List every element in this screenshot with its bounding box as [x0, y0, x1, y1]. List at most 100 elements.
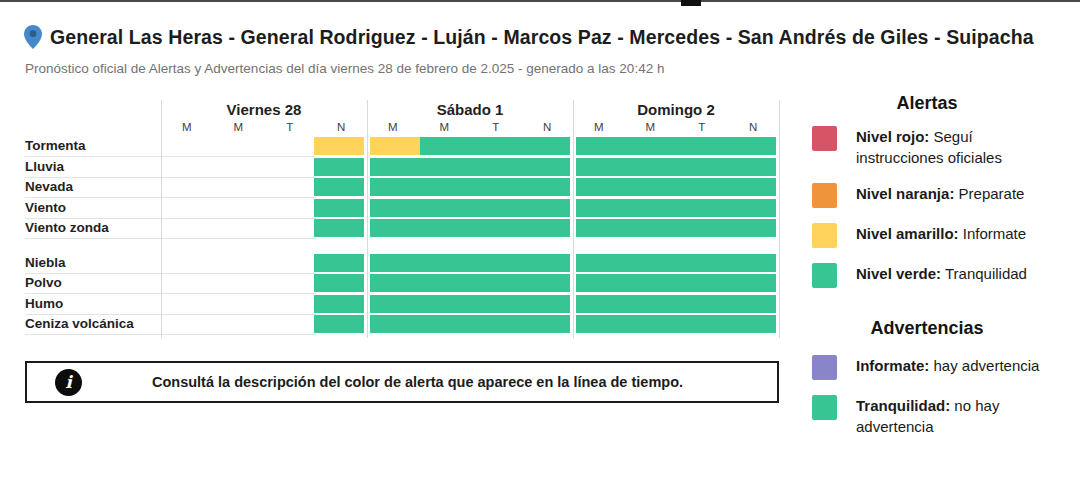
- timeline-cell-empty: [264, 315, 314, 333]
- timeline-cell-verde[interactable]: [314, 295, 364, 313]
- day-cell-block: [370, 219, 570, 237]
- timeline-cell-verde[interactable]: [576, 254, 626, 272]
- timeline-cell-verde[interactable]: [626, 295, 676, 313]
- timeline-cell-verde[interactable]: [370, 315, 420, 333]
- timeline-cell-empty: [214, 178, 264, 196]
- timeline-cell-empty: [214, 315, 264, 333]
- timeline-cell-verde[interactable]: [576, 158, 626, 176]
- timeline-cell-verde[interactable]: [470, 199, 520, 217]
- timeline-cell-verde[interactable]: [726, 199, 776, 217]
- timeline-cell-empty: [164, 158, 214, 176]
- timeline-cell-verde[interactable]: [576, 274, 626, 292]
- timeline-cell-verde[interactable]: [370, 219, 420, 237]
- timeline-cell-verde[interactable]: [520, 178, 570, 196]
- timeline-cell-verde[interactable]: [626, 274, 676, 292]
- timeline-cell-verde[interactable]: [470, 274, 520, 292]
- timeline-cell-verde[interactable]: [420, 274, 470, 292]
- day-cell-block: [576, 254, 776, 272]
- info-icon: i: [55, 369, 82, 396]
- timeline-cell-verde[interactable]: [520, 315, 570, 333]
- timeline-cell-verde[interactable]: [576, 315, 626, 333]
- timeline-cell-verde[interactable]: [626, 315, 676, 333]
- timeline-cell-verde[interactable]: [726, 137, 776, 155]
- timeline-cell-verde[interactable]: [470, 137, 520, 155]
- timeline-cell-verde[interactable]: [626, 158, 676, 176]
- timeline-cell-verde[interactable]: [576, 295, 626, 313]
- timeline-cell-verde[interactable]: [314, 274, 364, 292]
- timeline-cell-verde[interactable]: [576, 137, 626, 155]
- timeline-cell-verde[interactable]: [470, 219, 520, 237]
- timeline-cell-verde[interactable]: [314, 199, 364, 217]
- timeline-cell-verde[interactable]: [370, 158, 420, 176]
- timeline-cell-verde[interactable]: [676, 158, 726, 176]
- timeline-cell-verde[interactable]: [576, 178, 626, 196]
- timeline-cell-empty: [264, 254, 314, 272]
- timeline-cell-verde[interactable]: [470, 178, 520, 196]
- timeline-cell-verde[interactable]: [726, 254, 776, 272]
- timeline-cell-verde[interactable]: [626, 199, 676, 217]
- timeline-cell-verde[interactable]: [626, 178, 676, 196]
- timeline-cell-verde[interactable]: [676, 274, 726, 292]
- timeline-cell-verde[interactable]: [420, 158, 470, 176]
- timeline-cell-verde[interactable]: [676, 254, 726, 272]
- timeline-cell-verde[interactable]: [676, 315, 726, 333]
- timeline-cell-verde[interactable]: [314, 158, 364, 176]
- timeline-cell-verde[interactable]: [420, 219, 470, 237]
- timeline-cell-amarillo[interactable]: [314, 137, 364, 155]
- timeline-cell-verde[interactable]: [676, 137, 726, 155]
- timeline-cell-verde[interactable]: [370, 274, 420, 292]
- timeline-cell-verde[interactable]: [470, 158, 520, 176]
- timeline-cell-verde[interactable]: [470, 254, 520, 272]
- timeline-cell-verde[interactable]: [676, 178, 726, 196]
- timeline-cell-verde[interactable]: [726, 219, 776, 237]
- timeline-cell-verde[interactable]: [420, 254, 470, 272]
- timeline-cell-verde[interactable]: [520, 219, 570, 237]
- timeline-cell-verde[interactable]: [470, 295, 520, 313]
- timeline-cell-verde[interactable]: [676, 219, 726, 237]
- grid-vertical-line: [779, 100, 780, 338]
- timeline-cell-verde[interactable]: [314, 219, 364, 237]
- timeline-cell-verde[interactable]: [420, 295, 470, 313]
- subcolumn-label: T: [264, 121, 316, 133]
- timeline-cell-verde[interactable]: [726, 274, 776, 292]
- timeline-cell-empty: [164, 315, 214, 333]
- subcolumn-label: N: [522, 121, 574, 133]
- timeline-cell-verde[interactable]: [314, 315, 364, 333]
- timeline-cell-empty: [214, 199, 264, 217]
- timeline-cell-verde[interactable]: [314, 178, 364, 196]
- timeline-cell-verde[interactable]: [576, 219, 626, 237]
- timeline-cell-verde[interactable]: [726, 158, 776, 176]
- timeline-cell-verde[interactable]: [314, 254, 364, 272]
- timeline-row: Tormenta: [25, 137, 779, 155]
- timeline-cell-verde[interactable]: [520, 158, 570, 176]
- timeline-cell-verde[interactable]: [676, 295, 726, 313]
- timeline-cell-verde[interactable]: [626, 219, 676, 237]
- timeline-cell-amarillo[interactable]: [370, 137, 420, 155]
- timeline-cell-verde[interactable]: [726, 295, 776, 313]
- timeline-cell-verde[interactable]: [520, 295, 570, 313]
- timeline-cell-verde[interactable]: [370, 254, 420, 272]
- timeline-cell-verde[interactable]: [520, 199, 570, 217]
- timeline-cell-verde[interactable]: [520, 274, 570, 292]
- timeline-cell-verde[interactable]: [420, 137, 470, 155]
- grid-vertical-line: [161, 100, 162, 338]
- timeline-cell-verde[interactable]: [726, 178, 776, 196]
- timeline-cell-verde[interactable]: [520, 254, 570, 272]
- timeline-cell-verde[interactable]: [520, 137, 570, 155]
- timeline-cell-verde[interactable]: [370, 178, 420, 196]
- day-header: Domingo 2: [573, 101, 779, 118]
- timeline-row: Humo: [25, 295, 779, 313]
- timeline-cell-verde[interactable]: [420, 315, 470, 333]
- row-label: Viento: [25, 199, 159, 217]
- timeline-cell-verde[interactable]: [420, 199, 470, 217]
- timeline-cell-verde[interactable]: [470, 315, 520, 333]
- timeline-cell-verde[interactable]: [676, 199, 726, 217]
- timeline-cell-empty: [214, 137, 264, 155]
- timeline-cell-verde[interactable]: [420, 178, 470, 196]
- timeline-cell-verde[interactable]: [626, 137, 676, 155]
- timeline-cell-verde[interactable]: [370, 295, 420, 313]
- timeline-cell-verde[interactable]: [726, 315, 776, 333]
- timeline-cell-verde[interactable]: [370, 199, 420, 217]
- timeline-cell-verde[interactable]: [626, 254, 676, 272]
- timeline-cell-verde[interactable]: [576, 199, 626, 217]
